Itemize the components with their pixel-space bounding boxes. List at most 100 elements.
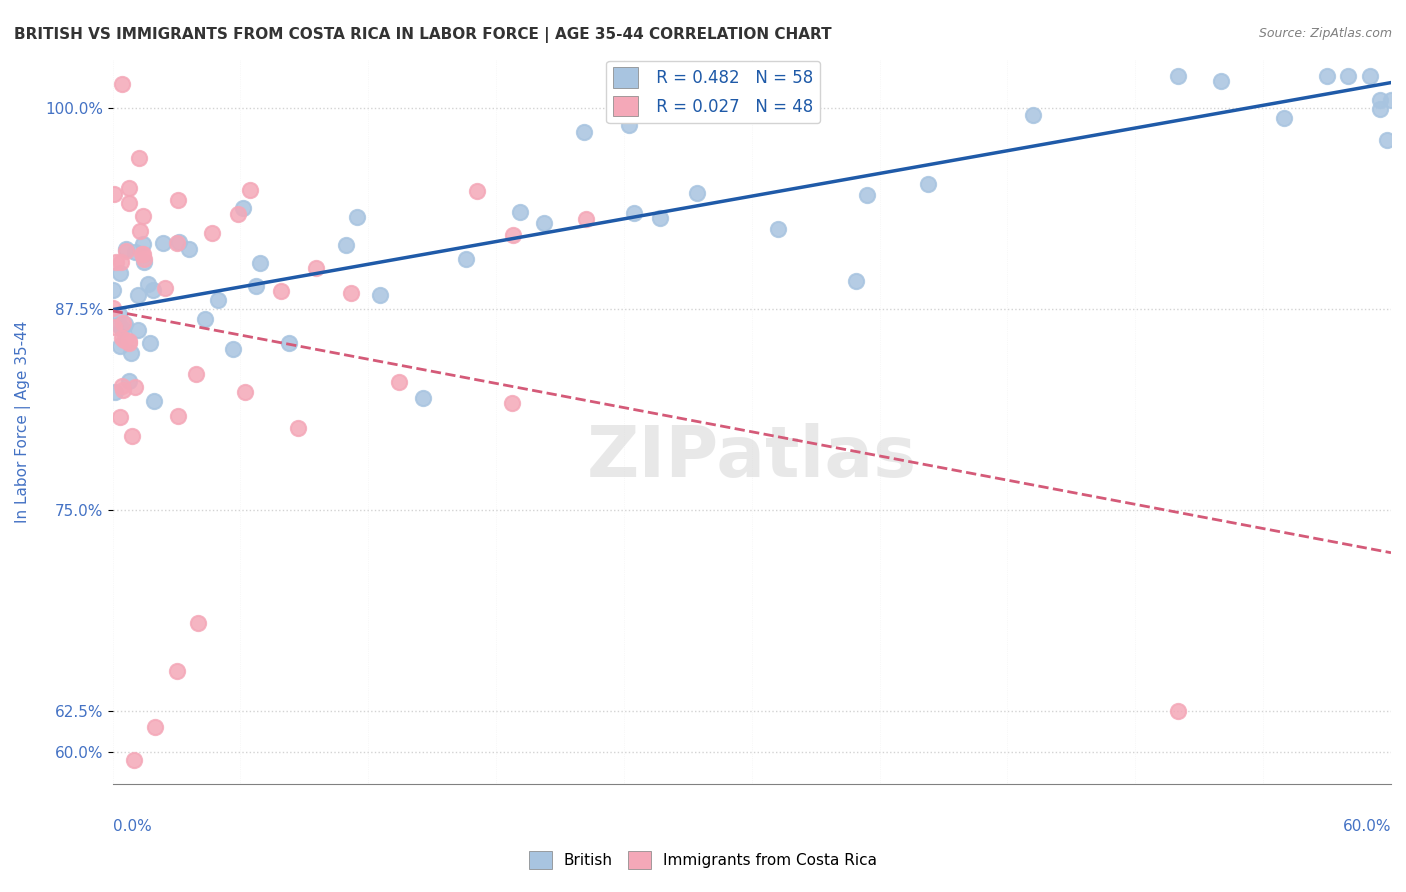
Point: [110, 378, 132, 392]
Point: [249, 255, 271, 269]
Point: [132, 209, 155, 223]
Text: ZIPatlas: ZIPatlas: [586, 424, 917, 492]
Legend: British, Immigrants from Costa Rica: British, Immigrants from Costa Rica: [523, 845, 883, 875]
Point: [127, 287, 149, 301]
Point: [114, 242, 136, 256]
Point: [111, 77, 134, 91]
Point: [235, 384, 257, 399]
Point: [686, 186, 709, 201]
Point: [232, 201, 254, 215]
Point: [108, 318, 131, 332]
Point: [1369, 102, 1392, 116]
Point: [648, 211, 671, 225]
Point: [143, 721, 166, 735]
Point: [122, 753, 145, 767]
Point: [111, 331, 134, 345]
Text: 60.0%: 60.0%: [1343, 819, 1391, 834]
Point: [142, 283, 165, 297]
Point: [239, 183, 262, 197]
Point: [115, 244, 138, 259]
Point: [112, 334, 135, 348]
Point: [1167, 705, 1189, 719]
Point: [112, 383, 135, 397]
Point: [1167, 69, 1189, 83]
Point: [856, 187, 879, 202]
Point: [339, 285, 361, 300]
Point: [103, 320, 125, 334]
Point: [1209, 74, 1232, 88]
Point: [166, 235, 188, 250]
Point: [1358, 69, 1381, 83]
Point: [766, 222, 789, 236]
Point: [744, 97, 766, 112]
Point: [152, 235, 174, 250]
Point: [502, 227, 524, 242]
Point: [131, 247, 153, 261]
Point: [1375, 133, 1398, 147]
Point: [617, 118, 640, 132]
Point: [305, 261, 328, 276]
Legend:  R = 0.482   N = 58,  R = 0.027   N = 48: R = 0.482 N = 58, R = 0.027 N = 48: [606, 61, 821, 123]
Point: [110, 266, 132, 280]
Point: [207, 293, 229, 307]
Point: [121, 429, 143, 443]
Point: [917, 178, 939, 192]
Point: [1337, 69, 1360, 83]
Point: [101, 301, 124, 316]
Point: [845, 274, 868, 288]
Point: [167, 235, 190, 249]
Point: [226, 207, 249, 221]
Point: [167, 409, 190, 423]
Point: [179, 242, 201, 256]
Point: [278, 336, 301, 351]
Point: [465, 184, 488, 198]
Point: [533, 216, 555, 230]
Point: [110, 255, 132, 269]
Point: [136, 277, 159, 291]
Point: [623, 205, 645, 219]
Point: [120, 346, 142, 360]
Point: [201, 226, 224, 240]
Point: [132, 236, 155, 251]
Point: [187, 615, 209, 630]
Point: [456, 252, 478, 266]
Point: [245, 279, 267, 293]
Point: [222, 342, 245, 356]
Point: [572, 125, 595, 139]
Point: [1316, 69, 1339, 83]
Point: [118, 196, 141, 211]
Point: [1274, 111, 1296, 125]
Point: [194, 311, 217, 326]
Point: [114, 317, 136, 331]
Point: [501, 396, 523, 410]
Point: [335, 237, 357, 252]
Point: [1379, 93, 1402, 107]
Point: [1022, 108, 1045, 122]
Point: [287, 420, 309, 434]
Text: 0.0%: 0.0%: [112, 819, 152, 834]
Point: [575, 211, 598, 226]
Point: [346, 210, 368, 224]
Point: [132, 246, 155, 260]
Point: [104, 384, 127, 399]
Point: [111, 316, 134, 330]
Point: [129, 224, 152, 238]
Point: [111, 322, 134, 336]
Point: [124, 245, 146, 260]
Point: [103, 283, 125, 297]
Point: [127, 323, 149, 337]
Point: [166, 194, 188, 208]
Point: [128, 151, 150, 165]
Point: [117, 374, 139, 388]
Y-axis label: In Labor Force | Age 35-44: In Labor Force | Age 35-44: [15, 320, 31, 523]
Point: [118, 334, 141, 348]
Point: [388, 375, 411, 389]
Point: [1369, 93, 1392, 107]
Point: [110, 339, 132, 353]
Point: [117, 181, 139, 195]
Point: [103, 187, 125, 202]
Point: [105, 254, 128, 268]
Point: [412, 391, 434, 405]
Point: [132, 252, 155, 267]
Point: [153, 281, 176, 295]
